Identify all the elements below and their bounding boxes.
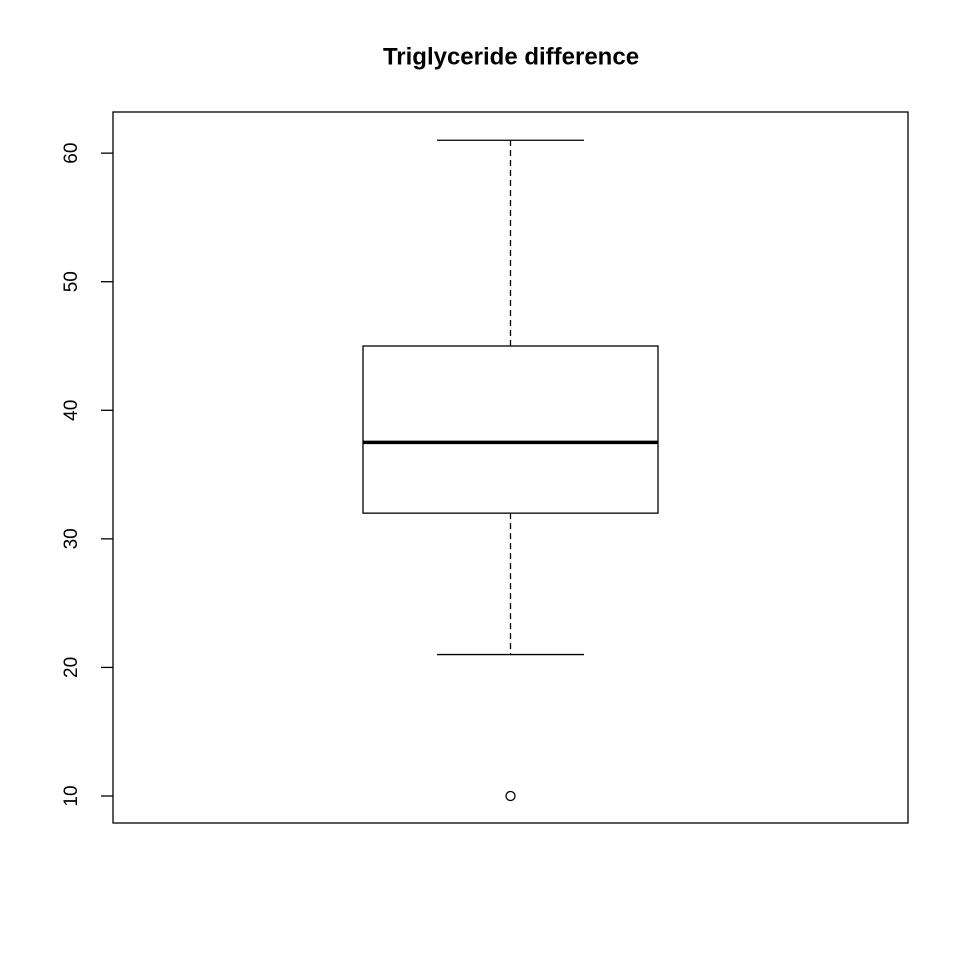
chart-title: Triglyceride difference	[383, 43, 639, 70]
box	[362, 345, 659, 514]
y-tick-label: 50	[61, 271, 82, 292]
plot-frame	[112, 111, 909, 824]
y-tick-label: 30	[61, 528, 82, 549]
y-tick-label: 10	[61, 785, 82, 806]
y-tick-label: 60	[61, 143, 82, 164]
y-tick-label: 40	[61, 400, 82, 421]
outlier	[505, 790, 516, 802]
y-tick-label: 20	[61, 657, 82, 678]
